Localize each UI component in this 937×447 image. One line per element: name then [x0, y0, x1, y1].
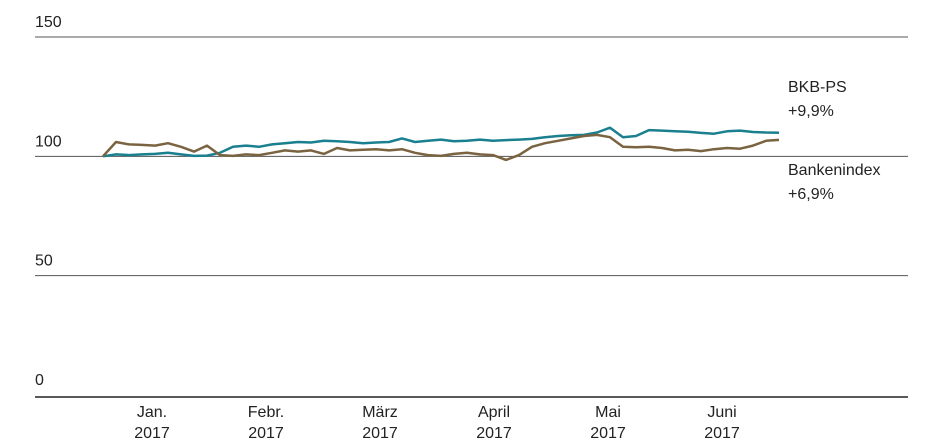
x-tick-label: März 2017	[362, 404, 398, 442]
y-tick-label: 150	[35, 14, 62, 31]
x-tick-label: Juni 2017	[704, 404, 740, 442]
x-tick-label: April 2017	[476, 404, 512, 442]
y-tick-label: 100	[35, 133, 62, 150]
x-tick-label: Jan. 2017	[134, 404, 170, 442]
x-tick-label: Mai 2017	[590, 404, 626, 442]
end-label: +9,9%	[788, 103, 834, 120]
legend-label: BKB-PS	[788, 79, 847, 96]
line-series	[102, 126, 780, 158]
line-series	[102, 133, 780, 162]
end-label: +6,9%	[788, 186, 834, 203]
legend-label: Bankenindex	[788, 162, 881, 179]
x-tick-label: Febr. 2017	[247, 404, 285, 442]
y-tick-label: 50	[35, 253, 53, 270]
y-tick-label: 0	[35, 372, 44, 389]
